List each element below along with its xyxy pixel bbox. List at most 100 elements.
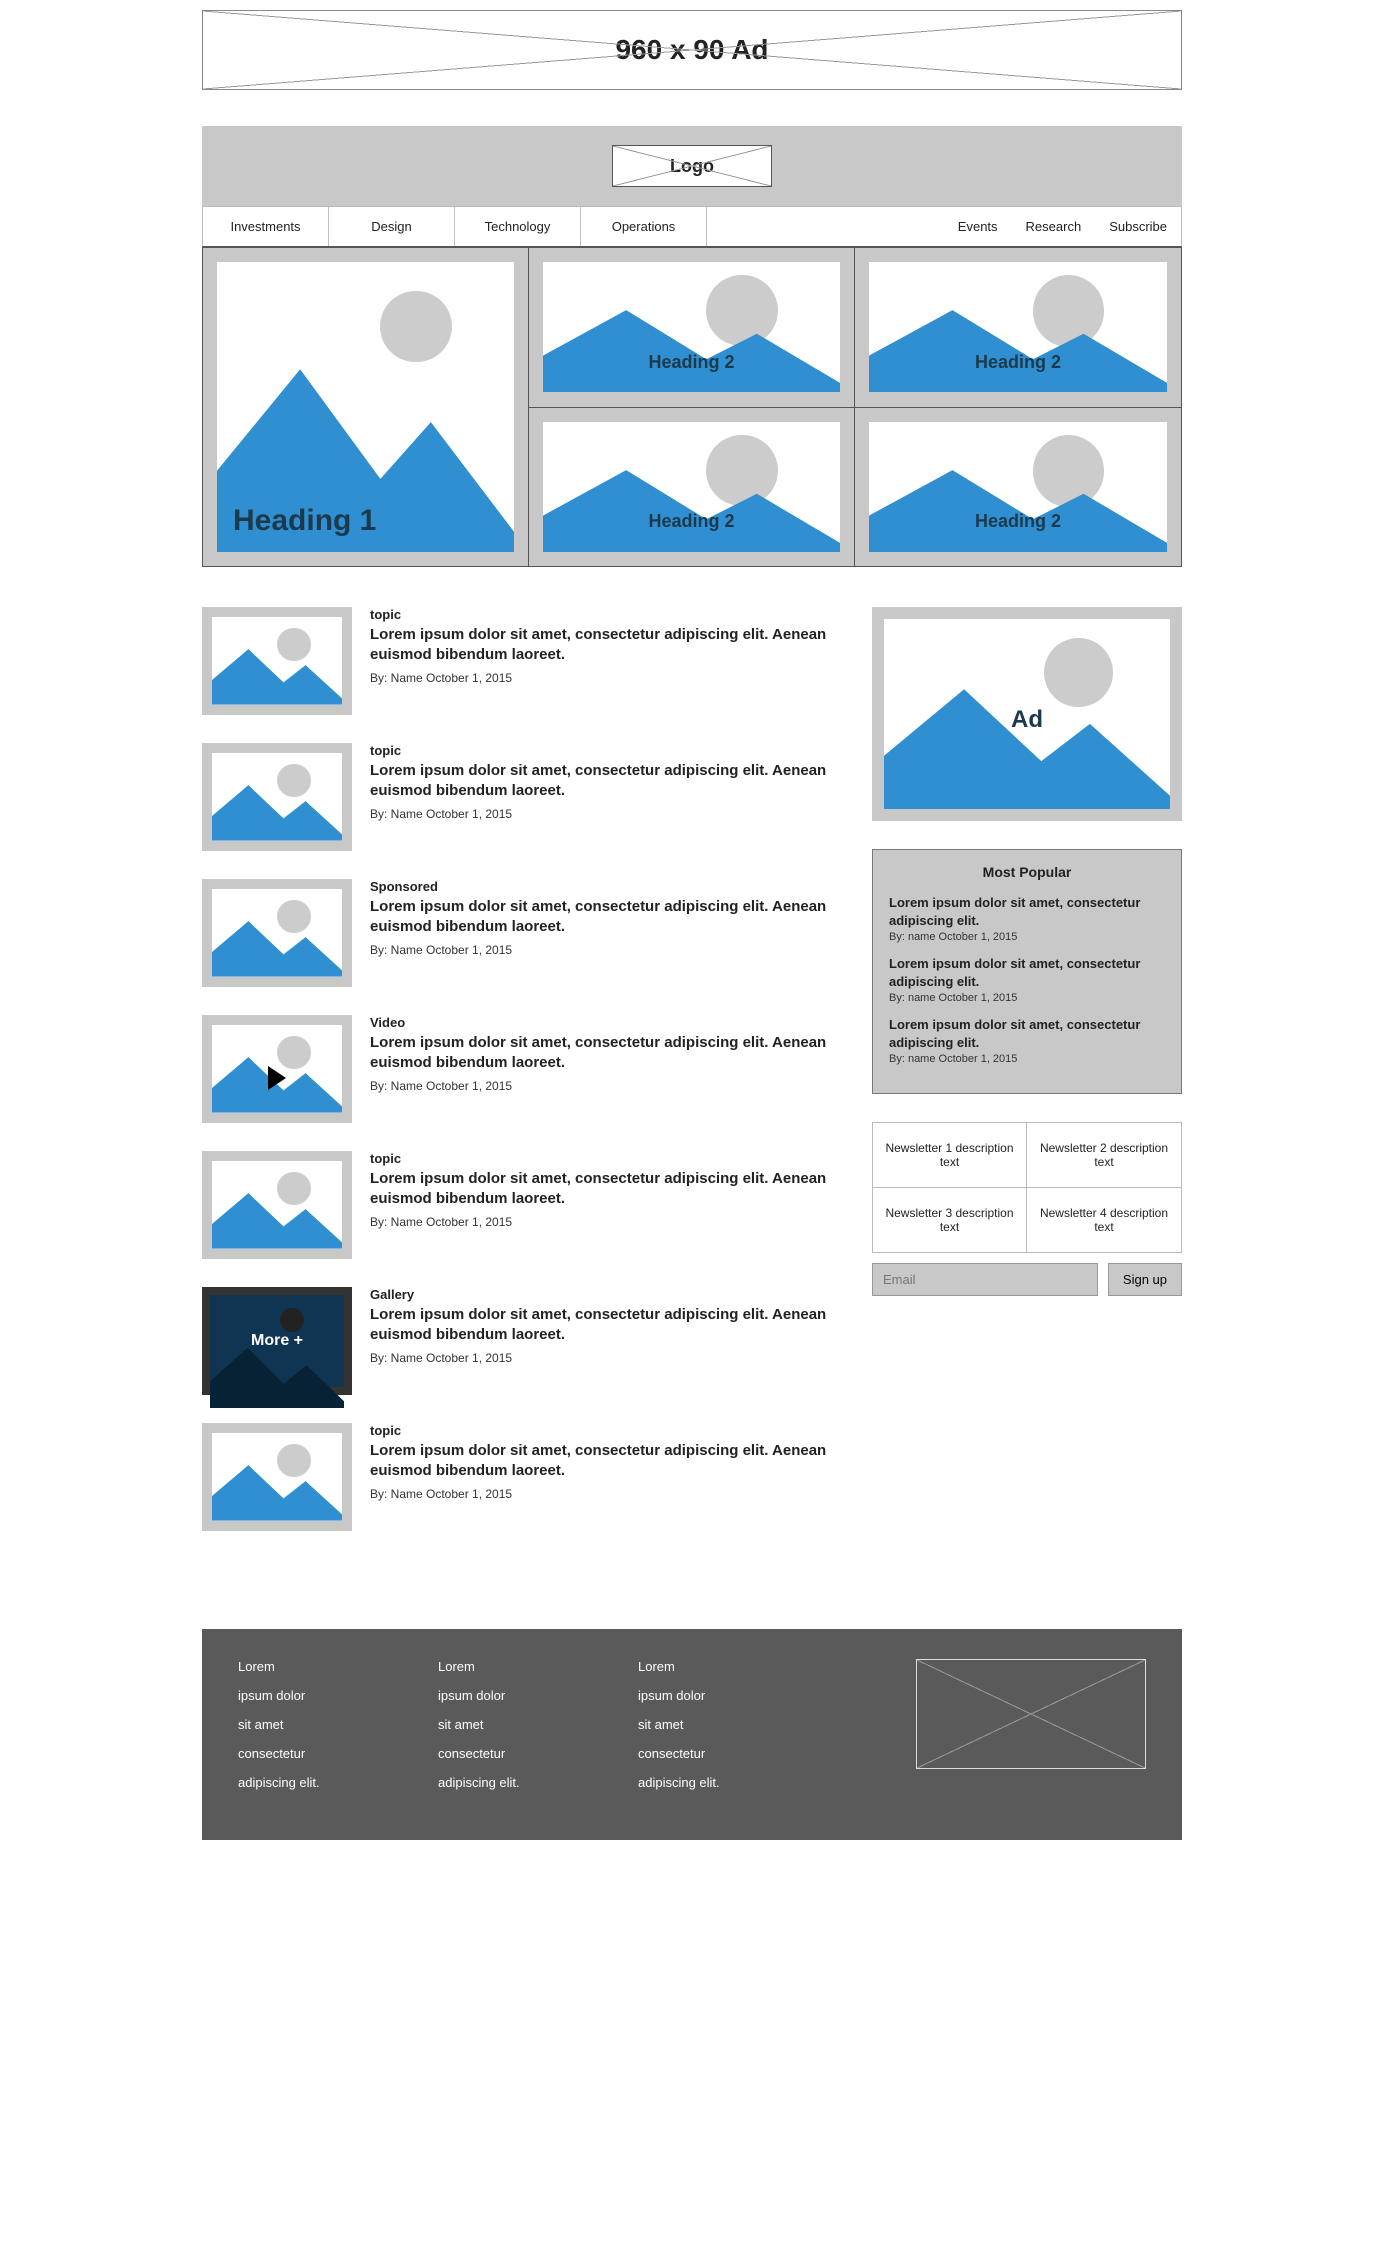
article-title: Lorem ipsum dolor sit amet, consectetur … (370, 761, 844, 802)
site-header: Logo (202, 126, 1182, 206)
newsletter-4[interactable]: Newsletter 4 description text (1027, 1188, 1181, 1252)
article-title: Lorem ipsum dolor sit amet, consectetur … (370, 1033, 844, 1074)
article-byline: By: Name October 1, 2015 (370, 1351, 844, 1365)
article-thumb (202, 1151, 352, 1259)
popular-item-title: Lorem ipsum dolor sit amet, consectetur … (889, 955, 1165, 990)
footer-link[interactable]: ipsum dolor (438, 1688, 578, 1703)
footer-link[interactable]: consectetur (238, 1746, 378, 1761)
top-ad-banner[interactable]: 960 x 90 Ad (202, 10, 1182, 90)
popular-item-byline: By: name October 1, 2015 (889, 1053, 1165, 1065)
site-footer: Lorem ipsum dolor sit amet consectetur adipi… (202, 1629, 1182, 1840)
footer-link[interactable]: Lorem (438, 1659, 578, 1674)
nav-events[interactable]: Events (944, 207, 1012, 246)
footer-col-2: Lorem ipsum dolor sit amet consectetur adipi… (438, 1659, 578, 1804)
nav-operations[interactable]: Operations (581, 207, 707, 246)
footer-link[interactable]: Lorem (238, 1659, 378, 1674)
article-thumb (202, 743, 352, 851)
footer-col-3: Lorem ipsum dolor sit amet consectetur adipi… (638, 1659, 778, 1804)
most-popular-heading: Most Popular (889, 864, 1165, 880)
hero-tile-2[interactable]: Heading 2 (855, 248, 1181, 407)
popular-item[interactable]: Lorem ipsum dolor sit amet, consectetur … (889, 894, 1165, 943)
newsletter-3[interactable]: Newsletter 3 description text (873, 1188, 1027, 1252)
sidebar-ad-image: Ad (884, 619, 1170, 809)
popular-item-title: Lorem ipsum dolor sit amet, consectetur … (889, 894, 1165, 929)
nav-research[interactable]: Research (1012, 207, 1096, 246)
footer-link[interactable]: sit amet (638, 1717, 778, 1732)
hero-tile-1[interactable]: Heading 2 (529, 248, 855, 407)
newsletter-grid: Newsletter 1 description text Newsletter… (872, 1122, 1182, 1253)
newsletter-1[interactable]: Newsletter 1 description text (873, 1123, 1027, 1188)
article-byline: By: Name October 1, 2015 (370, 1079, 844, 1093)
hero-tile-heading: Heading 2 (855, 511, 1181, 532)
footer-link[interactable]: Lorem (638, 1659, 778, 1674)
hero-main[interactable]: Heading 1 (203, 248, 529, 566)
footer-link[interactable]: sit amet (238, 1717, 378, 1732)
hero-tile-4[interactable]: Heading 2 (855, 407, 1181, 566)
hero-tile-image (869, 422, 1167, 552)
popular-item-title: Lorem ipsum dolor sit amet, consectetur … (889, 1016, 1165, 1051)
hero-tile-heading: Heading 2 (529, 511, 854, 532)
article-feed: topic Lorem ipsum dolor sit amet, consec… (202, 607, 844, 1559)
article-row[interactable]: Sponsored Lorem ipsum dolor sit amet, co… (202, 879, 844, 987)
article-topic: topic (370, 1423, 844, 1438)
hero-tile-image (543, 422, 840, 552)
sidebar: Ad Most Popular Lorem ipsum dolor sit am… (872, 607, 1182, 1559)
article-topic: topic (370, 1151, 844, 1166)
article-byline: By: Name October 1, 2015 (370, 1487, 844, 1501)
gallery-more-label: More + (210, 1295, 344, 1387)
article-topic: Sponsored (370, 879, 844, 894)
article-thumb-gallery: More + (202, 1287, 352, 1395)
article-byline: By: Name October 1, 2015 (370, 671, 844, 685)
article-thumb (202, 1423, 352, 1531)
article-byline: By: Name October 1, 2015 (370, 943, 844, 957)
article-title: Lorem ipsum dolor sit amet, consectetur … (370, 625, 844, 666)
article-row[interactable]: Video Lorem ipsum dolor sit amet, consec… (202, 1015, 844, 1123)
article-thumb (202, 879, 352, 987)
popular-item[interactable]: Lorem ipsum dolor sit amet, consectetur … (889, 955, 1165, 1004)
nav-investments[interactable]: Investments (203, 207, 329, 246)
article-topic: Video (370, 1015, 844, 1030)
nav-subscribe[interactable]: Subscribe (1095, 207, 1181, 246)
footer-link[interactable]: consectetur (438, 1746, 578, 1761)
nav-technology[interactable]: Technology (455, 207, 581, 246)
article-title: Lorem ipsum dolor sit amet, consectetur … (370, 1441, 844, 1482)
footer-image-placeholder (916, 1659, 1146, 1769)
popular-item[interactable]: Lorem ipsum dolor sit amet, consectetur … (889, 1016, 1165, 1065)
newsletter-2[interactable]: Newsletter 2 description text (1027, 1123, 1181, 1188)
logo[interactable]: Logo (612, 145, 772, 187)
hero-tile-heading: Heading 2 (855, 352, 1181, 373)
footer-link[interactable]: sit amet (438, 1717, 578, 1732)
hero-grid: Heading 1 Heading 2 Heading 2 Heading 2 … (202, 247, 1182, 567)
email-input[interactable] (872, 1263, 1098, 1296)
article-topic: topic (370, 743, 844, 758)
article-title: Lorem ipsum dolor sit amet, consectetur … (370, 897, 844, 938)
article-row[interactable]: topic Lorem ipsum dolor sit amet, consec… (202, 1423, 844, 1531)
article-topic: Gallery (370, 1287, 844, 1302)
article-row[interactable]: topic Lorem ipsum dolor sit amet, consec… (202, 607, 844, 715)
signup-row: Sign up (872, 1263, 1182, 1296)
footer-link[interactable]: consectetur (638, 1746, 778, 1761)
sidebar-ad[interactable]: Ad (872, 607, 1182, 821)
nav-design[interactable]: Design (329, 207, 455, 246)
popular-item-byline: By: name October 1, 2015 (889, 931, 1165, 943)
article-byline: By: Name October 1, 2015 (370, 1215, 844, 1229)
footer-link[interactable]: adipiscing elit. (238, 1775, 378, 1790)
article-topic: topic (370, 607, 844, 622)
footer-link[interactable]: adipiscing elit. (638, 1775, 778, 1790)
footer-link[interactable]: adipiscing elit. (438, 1775, 578, 1790)
footer-link[interactable]: ipsum dolor (638, 1688, 778, 1703)
hero-tile-3[interactable]: Heading 2 (529, 407, 855, 566)
most-popular-panel: Most Popular Lorem ipsum dolor sit amet,… (872, 849, 1182, 1094)
sidebar-ad-label: Ad (884, 706, 1170, 734)
article-row[interactable]: topic Lorem ipsum dolor sit amet, consec… (202, 1151, 844, 1259)
nav-spacer (707, 207, 944, 246)
article-row[interactable]: topic Lorem ipsum dolor sit amet, consec… (202, 743, 844, 851)
article-row[interactable]: More + Gallery Lorem ipsum dolor sit ame… (202, 1287, 844, 1395)
hero-tile-heading: Heading 2 (529, 352, 854, 373)
signup-button[interactable]: Sign up (1108, 1263, 1182, 1296)
article-thumb (202, 1015, 352, 1123)
play-icon (268, 1066, 286, 1090)
footer-link[interactable]: ipsum dolor (238, 1688, 378, 1703)
footer-col-1: Lorem ipsum dolor sit amet consectetur adipi… (238, 1659, 378, 1804)
top-ad-label: 960 x 90 Ad (615, 34, 768, 66)
